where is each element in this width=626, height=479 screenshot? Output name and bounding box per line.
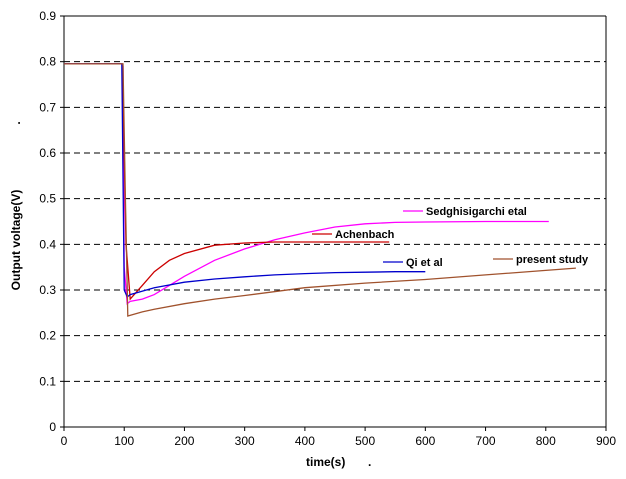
x-tick-label: 500 <box>355 434 375 448</box>
y-axis-title-mark: . <box>9 121 23 124</box>
x-tick-label: 400 <box>295 434 315 448</box>
y-tick-labels: 0 0.1 0.2 0.3 0.4 0.5 0.6 0.7 0.8 0.9 <box>39 9 64 434</box>
series-annotations: Sedghisigarchi etal Achenbach Qi et al pres… <box>312 206 589 269</box>
y-tick-label: 0.7 <box>39 100 56 114</box>
series-line-qi-et-al <box>64 63 426 298</box>
y-tick-label: 0.8 <box>39 55 56 69</box>
y-tick-label: 0 <box>49 420 56 434</box>
y-tick-label: 0.9 <box>39 9 56 23</box>
x-tick-label: 900 <box>596 434 616 448</box>
annotation-label: present study <box>516 254 589 266</box>
grid-lines <box>64 15 607 427</box>
x-tick-label: 0 <box>61 434 68 448</box>
y-tick-label: 0.1 <box>39 374 56 388</box>
y-tick-label: 0.3 <box>39 283 56 297</box>
x-tick-label: 700 <box>476 434 496 448</box>
y-tick-label: 0.4 <box>39 237 56 251</box>
x-axis-title-mark: . <box>368 455 371 469</box>
x-tick-label: 600 <box>415 434 435 448</box>
series-line-sedghisigarchi-etal <box>64 63 549 305</box>
x-tick-label: 200 <box>174 434 194 448</box>
y-tick-label: 0.6 <box>39 146 56 160</box>
series-lines <box>64 63 576 317</box>
y-tick-label: 0.2 <box>39 329 56 343</box>
series-line-achenbach <box>64 63 390 301</box>
annotation-label: Achenbach <box>335 229 395 241</box>
x-tick-label: 800 <box>536 434 556 448</box>
annotation-label: Qi et al <box>406 257 443 269</box>
y-axis-title: Output voltage(V) <box>9 190 23 291</box>
x-tick-label: 300 <box>235 434 255 448</box>
y-tick-label: 0.5 <box>39 192 56 206</box>
x-axis-title: time(s) <box>306 455 345 469</box>
annotation-label: Sedghisigarchi etal <box>426 206 527 218</box>
axes <box>63 16 606 428</box>
series-line-present-study <box>64 63 576 317</box>
x-tick-labels: 0 100 200 300 400 500 600 700 800 900 <box>61 427 616 448</box>
x-tick-label: 100 <box>114 434 134 448</box>
